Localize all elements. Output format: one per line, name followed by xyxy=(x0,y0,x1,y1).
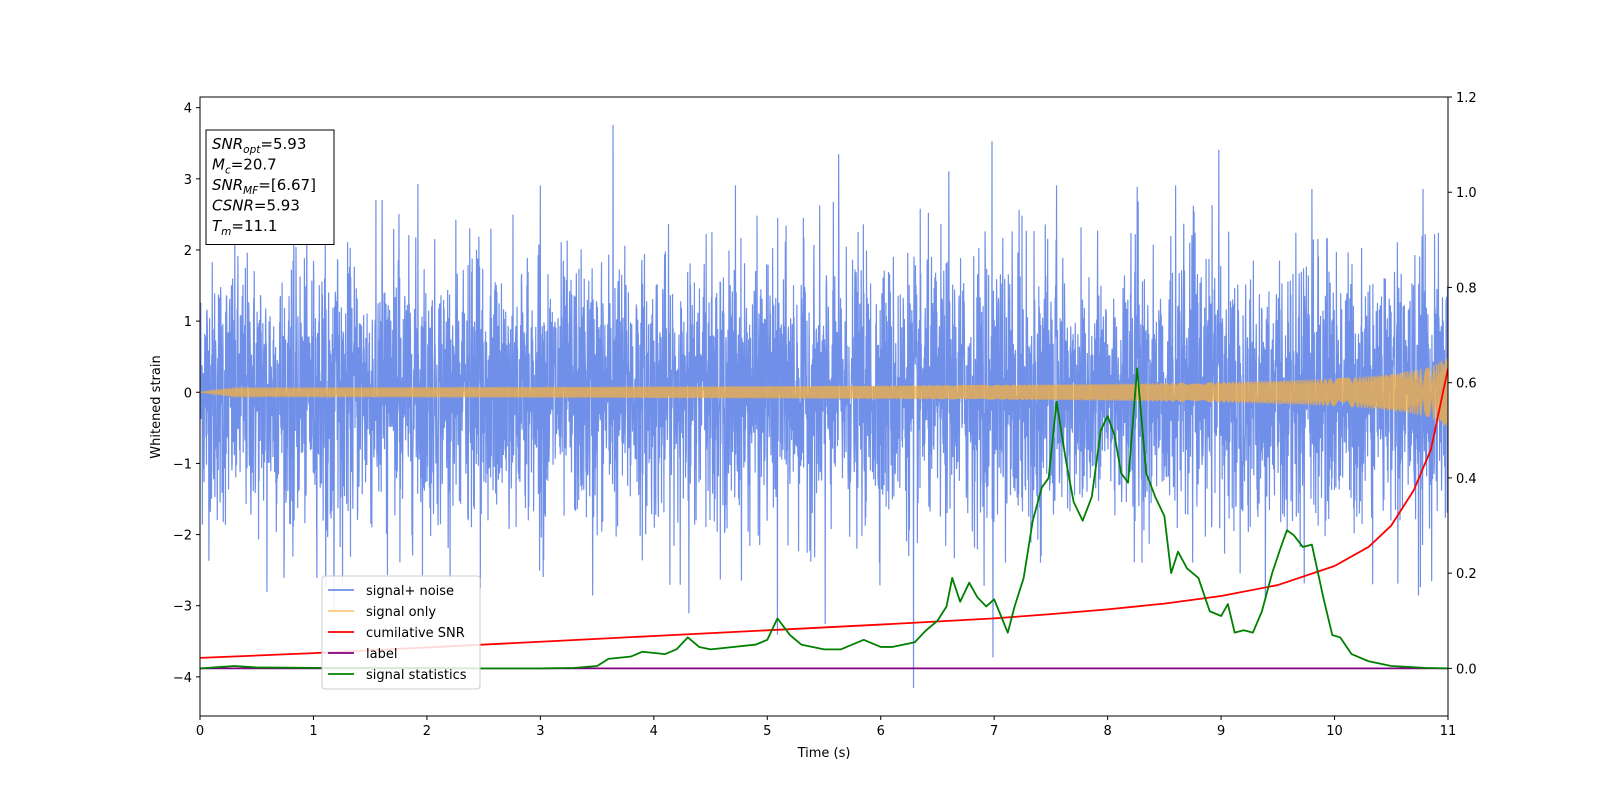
x-axis-label: Time (s) xyxy=(797,746,851,761)
legend: signal+ noise signal only cumilative SNR la… xyxy=(321,575,481,690)
series-cumilative-snr-line xyxy=(200,368,1448,659)
x-tick-label: 1 xyxy=(309,724,317,739)
y-axis-left: −4 −3 −2 −1 0 1 2 3 4 xyxy=(173,102,200,686)
legend-entry-label: cumilative SNR xyxy=(366,626,465,641)
x-tick-label: 9 xyxy=(1217,724,1225,739)
y-tick-label: 0 xyxy=(184,386,192,401)
y-axis-right: 0.0 0.2 0.4 0.6 0.8 1.0 1.2 xyxy=(1448,91,1477,677)
annotation-line: SNRopt=5.93 xyxy=(212,135,306,156)
annotation-line: Tm=11.1 xyxy=(212,217,277,238)
y2-tick-label: 0.0 xyxy=(1456,662,1477,677)
y2-tick-label: 1.2 xyxy=(1456,91,1477,106)
series-signal-statistics-line xyxy=(200,367,1448,670)
x-tick-label: 11 xyxy=(1440,724,1457,739)
x-tick-label: 10 xyxy=(1326,724,1343,739)
x-tick-label: 3 xyxy=(536,724,544,739)
y-tick-label: 1 xyxy=(184,315,192,330)
annotation-box-frame xyxy=(205,129,335,245)
y-tick-label: −2 xyxy=(173,529,192,544)
annotation-line: Mc=20.7 xyxy=(212,156,277,177)
series-signal-noise-line xyxy=(200,124,1448,689)
y-tick-label: −4 xyxy=(173,671,192,686)
y2-tick-label: 1.0 xyxy=(1456,186,1477,201)
legend-entry-label: signal+ noise xyxy=(366,584,454,599)
annotation-line: SNRMF=[6.67] xyxy=(212,176,316,197)
y-tick-label: 4 xyxy=(184,102,192,117)
x-tick-label: 7 xyxy=(990,724,998,739)
y-tick-label: 3 xyxy=(184,173,192,188)
x-tick-label: 5 xyxy=(763,724,771,739)
y-tick-label: −1 xyxy=(173,457,192,472)
legend-entry-label: label xyxy=(366,647,397,662)
y-tick-label: −3 xyxy=(173,600,192,615)
legend-frame xyxy=(321,575,481,690)
annotation-line: CSNR=5.93 xyxy=(212,197,300,215)
y2-tick-label: 0.8 xyxy=(1456,281,1477,296)
x-tick-label: 0 xyxy=(196,724,204,739)
y-axis-label: Whitened strain xyxy=(149,355,164,458)
series-signal-only-line xyxy=(200,358,1448,427)
y2-tick-label: 0.6 xyxy=(1456,377,1477,392)
x-tick-label: 8 xyxy=(1103,724,1111,739)
y2-tick-label: 0.4 xyxy=(1456,472,1477,487)
y2-tick-label: 0.2 xyxy=(1456,567,1477,582)
legend-entry-label: signal only xyxy=(366,605,436,620)
x-axis: 0 1 2 3 4 5 6 7 8 9 10 11 xyxy=(196,716,1456,739)
x-tick-label: 4 xyxy=(650,724,658,739)
plot-frame xyxy=(199,96,1449,717)
legend-entry-label: signal statistics xyxy=(366,668,467,683)
x-tick-label: 6 xyxy=(877,724,885,739)
y-tick-label: 2 xyxy=(184,244,192,259)
x-tick-label: 2 xyxy=(423,724,431,739)
